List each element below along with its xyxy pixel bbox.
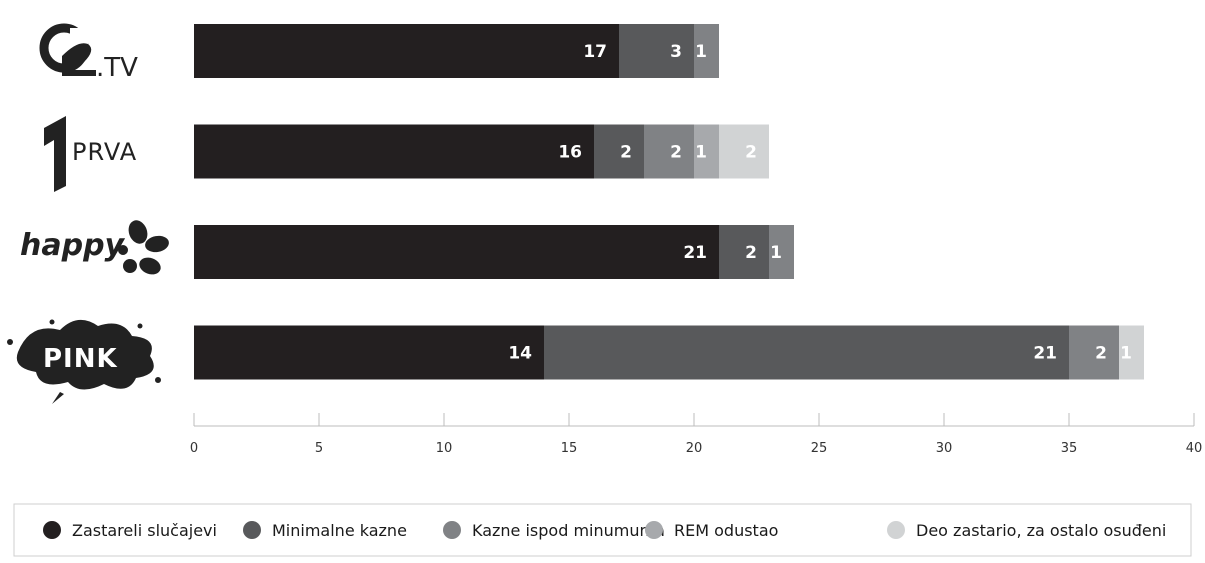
bar-segment	[194, 24, 619, 78]
svg-text:PRVA: PRVA	[72, 138, 137, 166]
bar-segment	[619, 24, 694, 78]
bar-value-label: 2	[670, 143, 682, 163]
bar-segment	[769, 225, 794, 279]
bar-segment	[594, 124, 644, 179]
bar-segment	[644, 124, 694, 179]
legend: Zastareli slučajevi Minimalne kazne Kazne …	[13, 503, 1192, 557]
bar-segment	[194, 225, 719, 279]
bar-row-2: 21 2 1	[194, 225, 794, 279]
legend-label: REM odustao	[674, 521, 778, 540]
bar-value-label: 2	[1095, 344, 1107, 364]
bar-row-3: 14 21 2 1	[194, 325, 1144, 380]
svg-text:PINK: PINK	[43, 344, 118, 374]
bar-segment	[1119, 325, 1144, 380]
bar-value-label: 21	[1033, 344, 1057, 364]
x-tick-label: 5	[315, 441, 323, 456]
x-tick-label: 35	[1061, 441, 1078, 456]
bar-row-1: 16 2 2 1 2	[194, 124, 769, 179]
bar-segment	[1069, 325, 1119, 380]
legend-swatch	[43, 521, 61, 539]
bar-value-label: 1	[770, 243, 782, 263]
svg-text:happy: happy	[20, 228, 126, 263]
legend-swatch	[243, 521, 261, 539]
legend-item: Zastareli slučajevi	[43, 521, 217, 540]
x-tick-label: 25	[811, 441, 828, 456]
bar-value-label: 16	[558, 143, 582, 163]
o2tv-logo: .TV	[39, 23, 138, 83]
happy-logo: happy	[20, 220, 169, 275]
bar-segment	[194, 325, 544, 380]
x-axis: 0 5 10 15 20 25 30 35 40	[190, 413, 1202, 456]
bar-value-label: 14	[508, 344, 532, 364]
bar-value-label: 1	[1120, 344, 1132, 364]
bar-value-label: 3	[670, 42, 682, 62]
bar-value-label: 2	[745, 243, 757, 263]
bar-segment	[719, 225, 769, 279]
legend-label: Minimalne kazne	[272, 521, 407, 540]
bar-value-label: 17	[583, 42, 607, 62]
bar-segment	[694, 24, 719, 78]
x-tick-label: 0	[190, 441, 198, 456]
bar-segment	[544, 325, 1069, 380]
legend-item: Kazne ispod minumuma	[443, 521, 665, 540]
svg-text:.TV: .TV	[96, 53, 138, 83]
legend-box	[13, 503, 1192, 557]
legend-item: Minimalne kazne	[243, 521, 407, 540]
bar-value-label: 1	[695, 42, 707, 62]
bar-value-label: 21	[683, 243, 707, 263]
x-tick-label: 20	[686, 441, 703, 456]
legend-label: Zastareli slučajevi	[72, 521, 217, 540]
legend-swatch	[443, 521, 461, 539]
legend-swatch	[887, 521, 905, 539]
x-tick-label: 40	[1186, 441, 1203, 456]
legend-label: Deo zastario, za ostalo osuđeni	[916, 521, 1166, 540]
x-tick-label: 15	[561, 441, 578, 456]
legend-item: Deo zastario, za ostalo osuđeni	[887, 521, 1166, 540]
pink-logo: PINK	[7, 319, 161, 404]
bar-segment	[694, 124, 719, 179]
bar-segment	[719, 124, 769, 179]
x-tick-label: 10	[436, 441, 453, 456]
bar-row-0: 17 3 1	[194, 24, 719, 78]
legend-item: REM odustao	[645, 521, 778, 540]
bars: 17 3 116 2 2 1 221 2 114 21 2 1	[194, 24, 1144, 380]
x-tick-label: 30	[936, 441, 953, 456]
bar-value-label: 1	[695, 143, 707, 163]
bar-value-label: 2	[745, 143, 757, 163]
legend-label: Kazne ispod minumuma	[472, 521, 665, 540]
bar-segment	[194, 124, 594, 179]
bar-value-label: 2	[620, 143, 632, 163]
legend-swatch	[645, 521, 663, 539]
prva-logo: PRVA	[44, 116, 137, 192]
